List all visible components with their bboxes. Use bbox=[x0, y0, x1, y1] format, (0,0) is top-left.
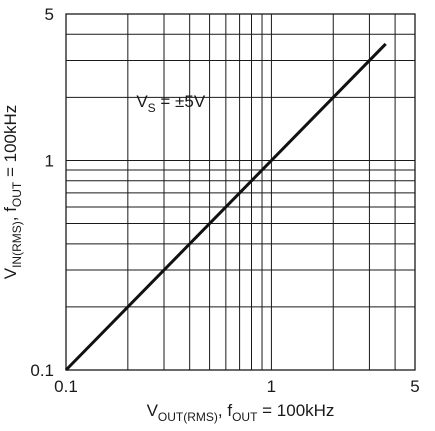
x-tick-label: 5 bbox=[410, 377, 419, 396]
y-tick-label: 5 bbox=[45, 5, 54, 24]
y-axis-label: VIN(RMS), fOUT = 100kHz bbox=[1, 105, 24, 280]
axis-labels: VOUT(RMS), fOUT = 100kHz VIN(RMS), fOUT =… bbox=[1, 105, 334, 424]
series bbox=[64, 42, 387, 372]
tick-labels: 0.1 1 5 0.1 1 5 bbox=[30, 5, 419, 396]
annotations: VS = ±5V bbox=[136, 92, 206, 115]
y-axis-label-group: VIN(RMS), fOUT = 100kHz bbox=[1, 105, 24, 280]
annotation-vs: VS = ±5V bbox=[136, 92, 206, 115]
y-tick-label: 0.1 bbox=[30, 361, 54, 380]
x-tick-label: 0.1 bbox=[54, 377, 78, 396]
x-axis-label: VOUT(RMS), fOUT = 100kHz bbox=[147, 401, 335, 424]
y-tick-label: 1 bbox=[45, 151, 54, 170]
plot-frame bbox=[65, 13, 416, 371]
x-tick-label: 1 bbox=[267, 377, 276, 396]
series-line bbox=[64, 42, 387, 372]
